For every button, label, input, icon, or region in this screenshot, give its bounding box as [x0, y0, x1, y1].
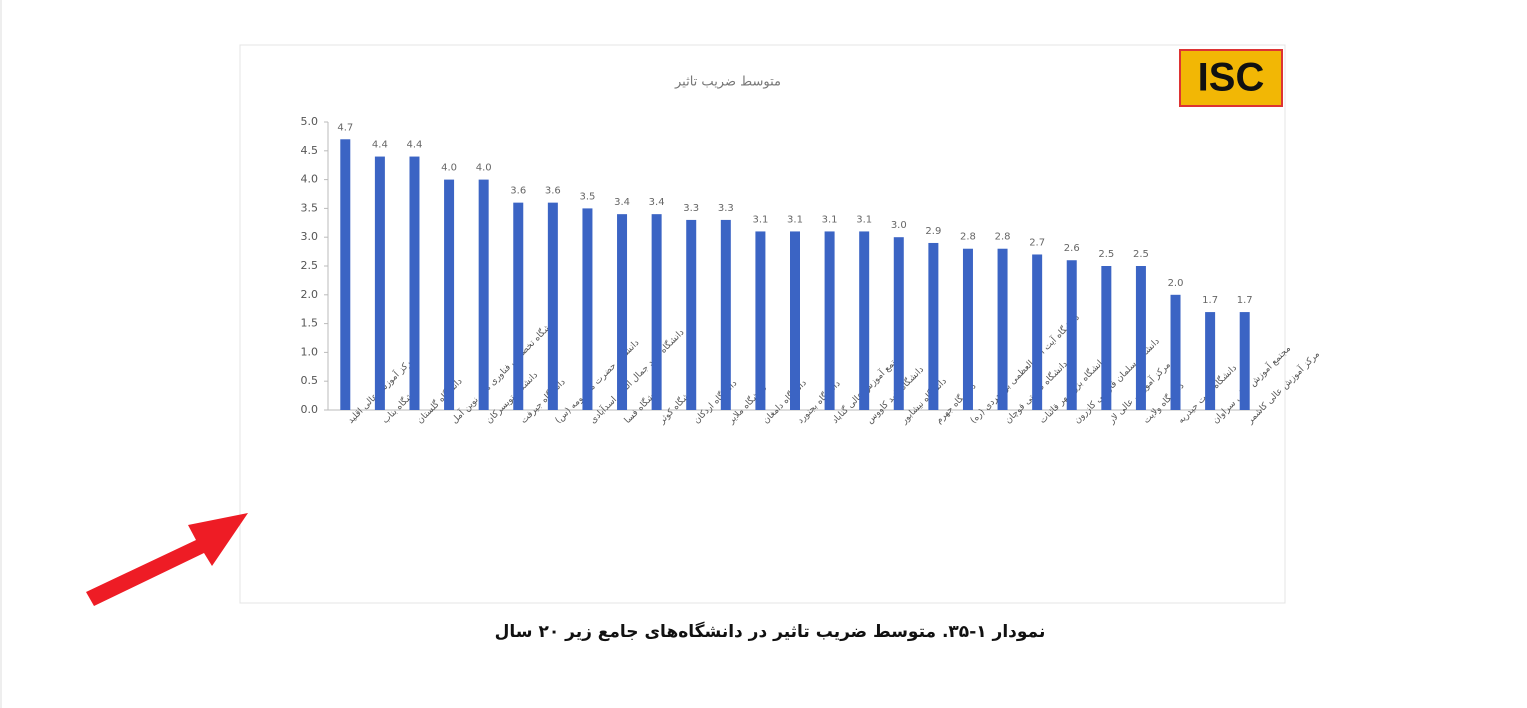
value-label: 4.0 [441, 163, 457, 174]
caption: نمودار ۱-۳۵. متوسط ضریب تاثیر در دانشگاه… [495, 621, 1046, 642]
y-tick-label: 3.0 [301, 230, 319, 243]
y-tick-label: 3.5 [301, 201, 319, 214]
bar [582, 208, 593, 410]
bar [409, 156, 420, 410]
value-label: 2.8 [995, 232, 1011, 243]
value-label: 3.4 [614, 197, 630, 208]
arrow [86, 513, 248, 606]
bar [824, 231, 835, 410]
y-tick-label: 0.5 [301, 374, 319, 387]
bar [997, 248, 1008, 410]
value-label: 3.1 [752, 214, 768, 225]
value-label: 3.6 [545, 186, 561, 197]
value-label: 2.5 [1133, 249, 1149, 260]
value-label: 4.4 [407, 140, 423, 151]
bar [1066, 260, 1077, 410]
value-label: 2.8 [960, 232, 976, 243]
value-label: 3.3 [718, 203, 734, 214]
bar [859, 231, 870, 410]
bar [1239, 312, 1250, 410]
y-tick-label: 4.0 [301, 173, 319, 186]
value-label: 1.7 [1202, 295, 1218, 306]
bar [478, 179, 489, 410]
bar [374, 156, 385, 410]
bar [1101, 266, 1112, 410]
value-label: 3.3 [683, 203, 699, 214]
bar [962, 248, 973, 410]
value-label: 3.1 [822, 214, 838, 225]
value-label: 3.6 [510, 186, 526, 197]
bar [1170, 294, 1181, 410]
value-label: 3.0 [891, 220, 907, 231]
bar [1205, 312, 1216, 410]
bar [790, 231, 800, 410]
value-label: 1.7 [1237, 295, 1253, 306]
value-label: 4.7 [337, 122, 353, 133]
value-label: 3.5 [579, 191, 595, 202]
bar [1135, 266, 1146, 410]
value-label: 4.0 [476, 163, 492, 174]
value-label: 2.0 [1168, 278, 1184, 289]
logo: ISC [1198, 56, 1265, 100]
bar [617, 214, 628, 410]
value-label: 2.6 [1064, 243, 1080, 254]
bar [513, 202, 524, 410]
y-tick-label: 4.5 [301, 144, 319, 157]
bar [755, 231, 766, 410]
bar [928, 242, 939, 410]
y-tick-label: 5.0 [301, 115, 319, 128]
bar [720, 219, 731, 410]
value-label: 3.1 [787, 214, 803, 225]
bar [651, 214, 662, 410]
bar [893, 237, 904, 410]
value-label: 4.4 [372, 140, 388, 151]
bar [444, 179, 455, 410]
value-label: 2.5 [1098, 249, 1114, 260]
value-label: 3.4 [649, 197, 665, 208]
bar [340, 139, 351, 410]
y-tick-label: 0.0 [301, 403, 319, 416]
chart-title: متوسط ضریب تاثیر [674, 75, 781, 90]
bar [1032, 254, 1043, 410]
value-label: 3.1 [856, 214, 872, 225]
y-tick-label: 1.0 [301, 345, 319, 358]
bar [547, 202, 558, 410]
logo-box [1179, 49, 1283, 107]
value-label: 2.9 [925, 226, 941, 237]
value-label: 2.7 [1029, 237, 1045, 248]
y-tick-label: 1.5 [301, 317, 319, 330]
y-tick-label: 2.5 [301, 259, 319, 272]
y-tick-label: 2.0 [301, 288, 319, 301]
bar [686, 219, 697, 410]
